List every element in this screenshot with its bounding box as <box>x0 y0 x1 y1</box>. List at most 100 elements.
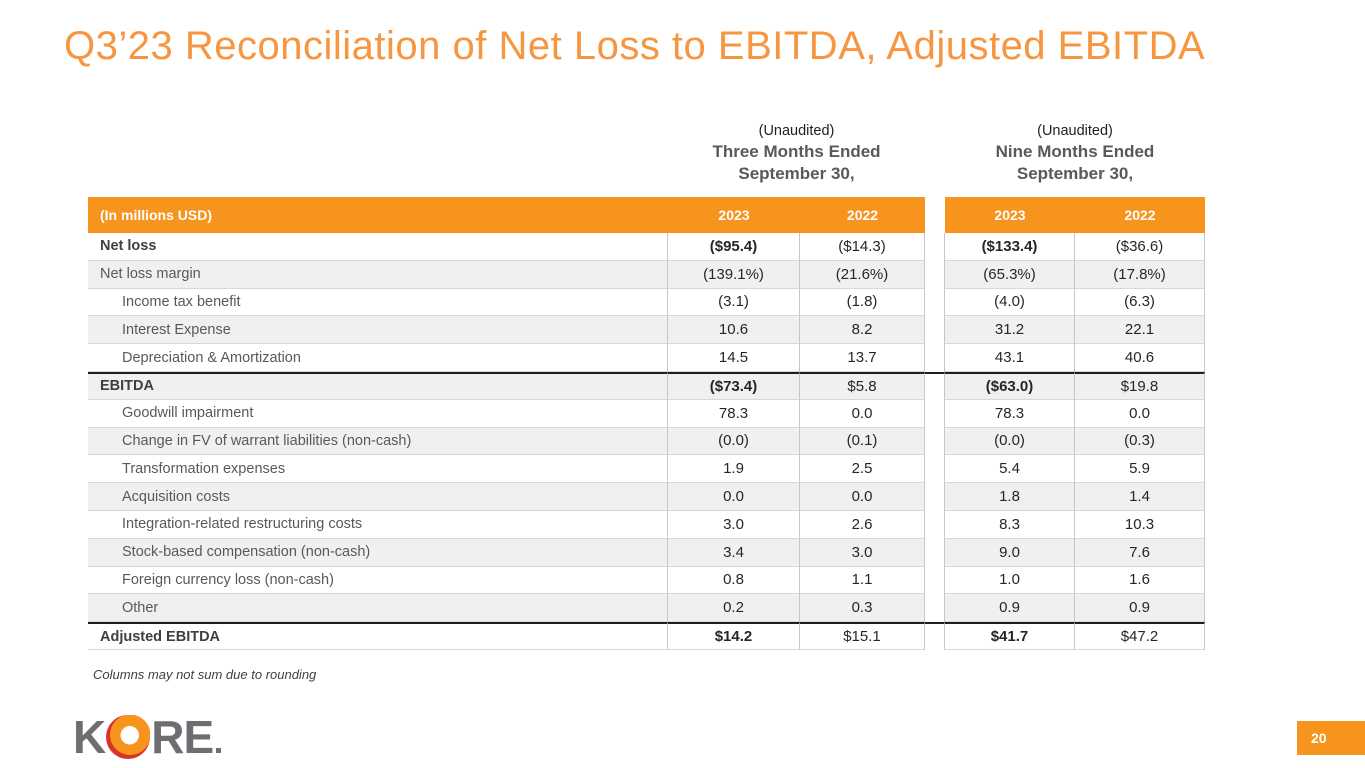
table-row: Transformation expenses 1.9 2.5 5.4 5.9 <box>88 455 1205 484</box>
row-label: Transformation expenses <box>88 455 668 484</box>
column-group-gap <box>925 566 945 595</box>
column-group-gap <box>925 455 945 484</box>
cell-value: 2.6 <box>800 510 925 539</box>
cell-value: 8.3 <box>944 510 1075 539</box>
row-label: Income tax benefit <box>88 288 668 317</box>
table-row: Adjusted EBITDA $14.2 $15.1 $41.7 $47.2 <box>88 622 1205 650</box>
row-label: Net loss margin <box>88 260 668 289</box>
table-row: EBITDA ($73.4) $5.8 ($63.0) $19.8 <box>88 371 1205 400</box>
cell-value: ($36.6) <box>1075 233 1205 261</box>
cell-value: (1.8) <box>800 288 925 317</box>
unit-label: (In millions USD) <box>88 197 668 233</box>
column-header-2023: 2023 <box>668 197 800 233</box>
cell-value: 0.0 <box>800 483 925 511</box>
three-months-column-header: (Unaudited) Three Months Ended September… <box>668 121 925 185</box>
cell-value: 3.4 <box>668 538 800 567</box>
cell-value: 9.0 <box>944 538 1075 567</box>
row-label: Other <box>88 594 668 623</box>
cell-value: (65.3%) <box>944 260 1075 289</box>
cell-value: 5.9 <box>1075 455 1205 484</box>
cell-value: 22.1 <box>1075 316 1205 345</box>
rounding-footnote: Columns may not sum due to rounding <box>93 667 317 682</box>
unaudited-label: (Unaudited) <box>1037 123 1113 139</box>
column-group-gap <box>925 288 945 317</box>
column-group-gap <box>925 622 945 650</box>
row-label: Net loss <box>88 233 668 261</box>
row-label: Change in FV of warrant liabilities (non… <box>88 427 668 456</box>
cell-value: 31.2 <box>944 316 1075 345</box>
cell-value: (3.1) <box>668 288 800 317</box>
table-header-row: (In millions USD) 2023 2022 2023 2022 <box>88 197 1205 233</box>
cell-value: ($133.4) <box>944 233 1075 261</box>
table-row: Net loss ($95.4) ($14.3) ($133.4) ($36.6) <box>88 233 1205 261</box>
table-row: Acquisition costs 0.0 0.0 1.8 1.4 <box>88 483 1205 511</box>
period-label: Nine Months Ended <box>995 142 1155 161</box>
cell-value: 1.1 <box>800 566 925 595</box>
cell-value: 5.4 <box>944 455 1075 484</box>
row-label: Integration-related restructuring costs <box>88 510 668 539</box>
cell-value: 78.3 <box>668 399 800 428</box>
table-row: Interest Expense 10.6 8.2 31.2 22.1 <box>88 316 1205 345</box>
table-row: Integration-related restructuring costs 3… <box>88 510 1205 539</box>
cell-value: 78.3 <box>944 399 1075 428</box>
cell-value: 1.9 <box>668 455 800 484</box>
cell-value: (0.0) <box>944 427 1075 456</box>
column-group-gap <box>925 371 945 400</box>
cell-value: 8.2 <box>800 316 925 345</box>
table-body: Net loss ($95.4) ($14.3) ($133.4) ($36.6) Net… <box>88 233 1205 650</box>
period-date-label: September 30, <box>738 164 855 183</box>
period-date-label: September 30, <box>1016 164 1134 183</box>
cell-value: 0.0 <box>1075 399 1205 428</box>
column-group-gap <box>925 427 945 456</box>
cell-value: $41.7 <box>944 622 1075 650</box>
column-group-gap <box>925 483 945 511</box>
kore-o-ring-icon <box>106 715 151 759</box>
column-group-gap <box>925 260 945 289</box>
cell-value: 40.6 <box>1075 344 1205 372</box>
logo-trademark-dot <box>216 748 222 753</box>
cell-value: 1.6 <box>1075 566 1205 595</box>
unaudited-label: (Unaudited) <box>758 123 835 139</box>
cell-value: 2.5 <box>800 455 925 484</box>
cell-value: $19.8 <box>1075 371 1205 400</box>
cell-value: 1.0 <box>944 566 1075 595</box>
row-label: EBITDA <box>88 371 668 400</box>
cell-value: 0.2 <box>668 594 800 623</box>
cell-value: (0.3) <box>1075 427 1205 456</box>
table-row: Change in FV of warrant liabilities (non… <box>88 427 1205 456</box>
cell-value: (21.6%) <box>800 260 925 289</box>
cell-value: 0.9 <box>1075 594 1205 623</box>
table-row: Other 0.2 0.3 0.9 0.9 <box>88 594 1205 623</box>
column-group-gap <box>925 399 945 428</box>
cell-value: 43.1 <box>944 344 1075 372</box>
cell-value: 7.6 <box>1075 538 1205 567</box>
cell-value: $5.8 <box>800 371 925 400</box>
cell-value: (17.8%) <box>1075 260 1205 289</box>
cell-value: 1.8 <box>944 483 1075 511</box>
cell-value: 0.9 <box>944 594 1075 623</box>
cell-value: (0.0) <box>668 427 800 456</box>
row-label: Interest Expense <box>88 316 668 345</box>
cell-value: 10.3 <box>1075 510 1205 539</box>
row-label: Goodwill impairment <box>88 399 668 428</box>
cell-value: (4.0) <box>944 288 1075 317</box>
column-header-2023: 2023 <box>945 197 1075 233</box>
cell-value: 13.7 <box>800 344 925 372</box>
cell-value: ($14.3) <box>800 233 925 261</box>
cell-value: 0.3 <box>800 594 925 623</box>
column-group-gap <box>925 197 945 233</box>
cell-value: (0.1) <box>800 427 925 456</box>
column-header-2022: 2022 <box>1075 197 1205 233</box>
column-group-gap <box>925 233 945 261</box>
cell-value: $14.2 <box>668 622 800 650</box>
cell-value: 3.0 <box>800 538 925 567</box>
cell-value: 0.0 <box>668 483 800 511</box>
row-label: Stock-based compensation (non-cash) <box>88 538 668 567</box>
nine-months-column-header: (Unaudited) Nine Months Ended September … <box>945 121 1205 185</box>
row-label: Acquisition costs <box>88 483 668 511</box>
table-row: Net loss margin (139.1%) (21.6%) (65.3%) (17… <box>88 260 1205 289</box>
row-label: Depreciation & Amortization <box>88 344 668 372</box>
cell-value: 0.0 <box>800 399 925 428</box>
slide-title: Q3’23 Reconciliation of Net Loss to EBIT… <box>64 24 1206 68</box>
